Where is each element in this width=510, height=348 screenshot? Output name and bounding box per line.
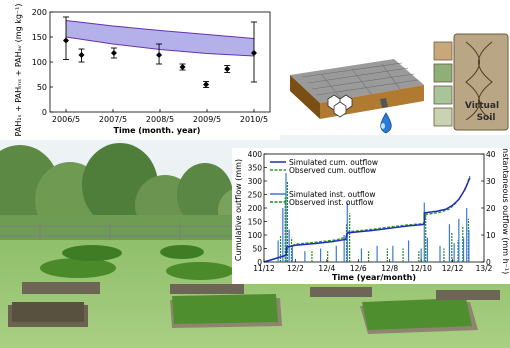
outflow-y-left-tick-label: 250 — [248, 191, 263, 200]
pah-y-tick-label: 100 — [32, 58, 47, 67]
virtual-soil-logo: Virtual Soil — [433, 33, 509, 131]
virtual-soil-subtitle: Soil — [477, 113, 496, 123]
outflow-y-left-tick-label: 0 — [257, 258, 262, 267]
soil-block-side — [290, 75, 320, 119]
pah-concentration-chart: 0 50 100 150 200 2006/5 2007/5 2008/5 2009/5 2010… — [0, 0, 280, 140]
pah-data-point — [110, 50, 117, 56]
pah-y-tick-label: 50 — [37, 83, 47, 92]
drain-pipe — [380, 98, 388, 108]
legend-observed-inst-label: Observed inst. outflow — [289, 198, 374, 207]
outflow-x-tick-label: 13/2 — [476, 264, 493, 273]
pah-x-axis-label: Time (month. year) — [114, 126, 201, 135]
droplet-highlight — [381, 123, 385, 129]
pah-y-tick-label: 0 — [42, 108, 47, 117]
pah-band-lower-line — [65, 36, 255, 57]
outflow-y-left-label: Cumulative outflow (mm) — [234, 159, 243, 261]
outflow-x-tick-label: 12/6 — [350, 264, 367, 273]
thumbnail-1-icon — [433, 41, 453, 61]
outflow-chart: 0 50 100 150 200 250 300 350 400 0 10 20 30 40 11/12 12… — [232, 148, 510, 284]
legend-simulated-inst-label: Simulated inst. outflow — [289, 190, 375, 199]
pah-y-tick-label: 150 — [32, 33, 47, 42]
fence — [0, 222, 250, 245]
outflow-y-right-tick-label: 40 — [486, 150, 496, 159]
outflow-x-axis-label: Time (year/month) — [332, 273, 416, 282]
pah-y-axis-label: PAH₁ₛ + PAHₘₛ + PAHₐᵥ (mg kg⁻¹) — [14, 4, 23, 137]
outflow-plot-area: 0 50 100 150 200 250 300 350 400 0 10 20 30 40 11/12 12… — [248, 150, 496, 273]
pah-x-tick-label: 2009/5 — [193, 115, 221, 124]
outflow-y-left-tick-label: 400 — [248, 150, 263, 159]
lysimeter-plots — [8, 245, 500, 334]
pah-data-point — [203, 81, 210, 88]
outflow-y-left-tick-label: 100 — [248, 231, 263, 240]
outflow-y-right-tick-label: 20 — [486, 204, 496, 213]
pah-x-tick-label: 2006/5 — [52, 115, 80, 124]
pah-x-tick-label: 2007/5 — [99, 115, 127, 124]
outflow-y-left-tick-label: 50 — [252, 245, 262, 254]
pah-x-tick-label: 2008/5 — [146, 115, 174, 124]
pah-chart-background — [0, 0, 280, 140]
simulated-cum-line — [263, 177, 471, 263]
outflow-y-left-tick-label: 200 — [248, 204, 263, 213]
pah-x-tick-label: 2010/5 — [240, 115, 268, 124]
pah-data-point — [179, 64, 186, 70]
outflow-y-left-tick-label: 300 — [248, 177, 263, 186]
thumbnail-3-icon — [433, 85, 453, 105]
legend-simulated-cum-label: Simulated cum. outflow — [289, 158, 378, 167]
outflow-y-right-tick-label: 30 — [486, 177, 496, 186]
thumbnail-4-icon — [433, 107, 453, 127]
pah-data-point — [156, 52, 163, 58]
outflow-x-tick-label: 12/2 — [287, 264, 304, 273]
outflow-y-right-label: Instantaneous outflow (mm h⁻¹) — [501, 148, 510, 274]
pah-y-tick-label: 200 — [32, 8, 47, 17]
outflow-y-left-tick-label: 350 — [248, 164, 263, 173]
soil-block-texture — [301, 62, 419, 101]
virtual-soil-box — [453, 33, 509, 131]
virtual-soil-title: Virtual — [465, 101, 499, 111]
outflow-x-tick-label: 12/12 — [442, 264, 464, 273]
dna-helix-icon — [465, 41, 493, 121]
soil-block-illustration — [290, 59, 424, 134]
outflow-y-right-tick-label: 10 — [486, 231, 496, 240]
outflow-y-right-tick-label: 0 — [486, 258, 491, 267]
hexagon-pores — [327, 94, 353, 118]
pah-uncertainty-band — [66, 20, 254, 56]
outflow-x-tick-label: 12/10 — [410, 264, 432, 273]
outflow-x-tick-label: 12/4 — [318, 264, 335, 273]
thumbnail-2-icon — [433, 63, 453, 83]
legend-observed-cum-label: Observed cum. outflow — [289, 166, 376, 175]
pah-plot-area: 0 50 100 150 200 2006/5 2007/5 2008/5 2009/5 2010… — [32, 8, 271, 124]
pah-data-point — [63, 37, 69, 44]
pah-data-point — [224, 66, 231, 72]
outflow-x-tick-label: 12/8 — [381, 264, 398, 273]
pah-data-point — [78, 52, 85, 58]
outflow-y-left-tick-label: 150 — [248, 218, 263, 227]
pah-data-point — [251, 50, 257, 56]
water-droplet-icon — [380, 112, 392, 134]
soil-block-top — [290, 59, 424, 103]
outflow-x-tick-label: 11/12 — [253, 264, 275, 273]
pah-band-upper-line — [65, 20, 255, 39]
